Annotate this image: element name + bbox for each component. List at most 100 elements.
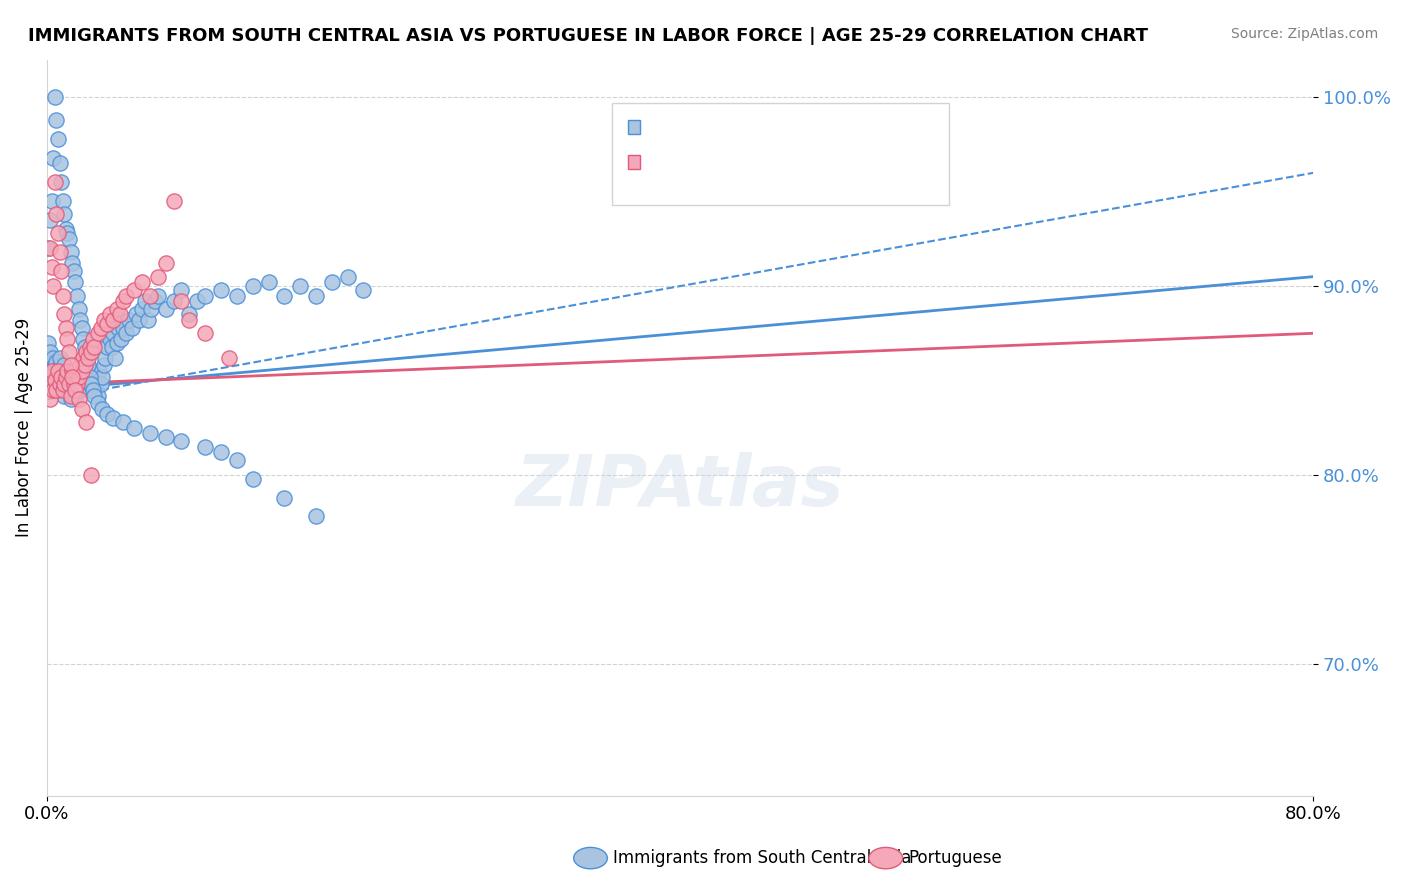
Point — [122, 420, 145, 434]
Point — [56, 364, 79, 378]
Point — [42, 383, 65, 397]
Point — [58, 369, 80, 384]
Point — [60, 256, 83, 270]
Point — [59, 374, 82, 388]
Point — [82, 377, 104, 392]
Point — [48, 156, 70, 170]
Point — [97, 326, 120, 341]
Point — [143, 294, 166, 309]
Point — [80, 377, 103, 392]
Point — [86, 388, 108, 402]
Text: R =: R = — [643, 163, 676, 178]
Point — [155, 301, 177, 316]
Point — [110, 332, 132, 346]
Point — [53, 388, 76, 402]
Point — [58, 377, 80, 392]
Point — [194, 326, 217, 341]
Point — [62, 264, 84, 278]
Point — [107, 320, 129, 334]
Point — [77, 359, 100, 373]
Point — [49, 364, 72, 378]
Point — [55, 369, 77, 384]
Point — [170, 294, 193, 309]
Point — [73, 359, 96, 373]
Point — [89, 364, 111, 378]
Point — [37, 374, 59, 388]
Point — [39, 213, 62, 227]
Point — [194, 288, 217, 302]
Point — [65, 383, 87, 397]
Point — [39, 241, 62, 255]
Point — [162, 194, 184, 209]
Point — [44, 90, 66, 104]
Point — [111, 320, 134, 334]
Point — [103, 313, 125, 327]
Point — [52, 369, 75, 384]
Point — [44, 374, 66, 388]
Point — [45, 354, 67, 368]
Point — [66, 364, 89, 378]
Point — [55, 383, 77, 397]
Point — [69, 359, 91, 373]
Text: Portuguese: Portuguese — [908, 849, 1002, 867]
Point — [44, 374, 66, 388]
Point — [58, 232, 80, 246]
Point — [65, 388, 87, 402]
Point — [42, 351, 65, 365]
Point — [336, 269, 359, 284]
Point — [242, 279, 264, 293]
Point — [44, 175, 66, 189]
Point — [70, 320, 93, 334]
Point — [45, 113, 67, 128]
Point — [155, 256, 177, 270]
Point — [46, 383, 69, 397]
Point — [136, 313, 159, 327]
Point — [75, 345, 97, 359]
Point — [96, 339, 118, 353]
Point — [141, 301, 163, 316]
Point — [79, 339, 101, 353]
Point — [70, 401, 93, 416]
Point — [225, 452, 247, 467]
Point — [218, 351, 240, 365]
Point — [56, 332, 79, 346]
Point — [209, 283, 232, 297]
Point — [82, 383, 104, 397]
Point — [83, 339, 105, 353]
Point — [66, 288, 89, 302]
Point — [52, 383, 75, 397]
Point — [79, 369, 101, 384]
Point — [155, 430, 177, 444]
Point — [42, 364, 65, 378]
Point — [72, 377, 94, 392]
Point — [65, 276, 87, 290]
Point — [103, 326, 125, 341]
Point — [104, 351, 127, 365]
Point — [42, 279, 65, 293]
Point — [69, 383, 91, 397]
Point — [60, 369, 83, 384]
Point — [41, 194, 63, 209]
Point — [59, 245, 82, 260]
Point — [70, 364, 93, 378]
Point — [80, 364, 103, 378]
Point — [305, 288, 328, 302]
Text: IMMIGRANTS FROM SOUTH CENTRAL ASIA VS PORTUGUESE IN LABOR FORCE | AGE 25-29 CORR: IMMIGRANTS FROM SOUTH CENTRAL ASIA VS PO… — [28, 27, 1149, 45]
Point — [70, 364, 93, 378]
Point — [48, 377, 70, 392]
Point — [60, 364, 83, 378]
Point — [84, 377, 107, 392]
Point — [75, 351, 97, 365]
Point — [56, 377, 79, 392]
Point — [186, 294, 208, 309]
Point — [124, 307, 146, 321]
Point — [37, 241, 59, 255]
Point — [44, 377, 66, 392]
Point — [53, 377, 76, 392]
Point — [46, 132, 69, 146]
Point — [49, 175, 72, 189]
Point — [179, 307, 201, 321]
Point — [105, 301, 128, 316]
Point — [59, 392, 82, 407]
Point — [79, 377, 101, 392]
